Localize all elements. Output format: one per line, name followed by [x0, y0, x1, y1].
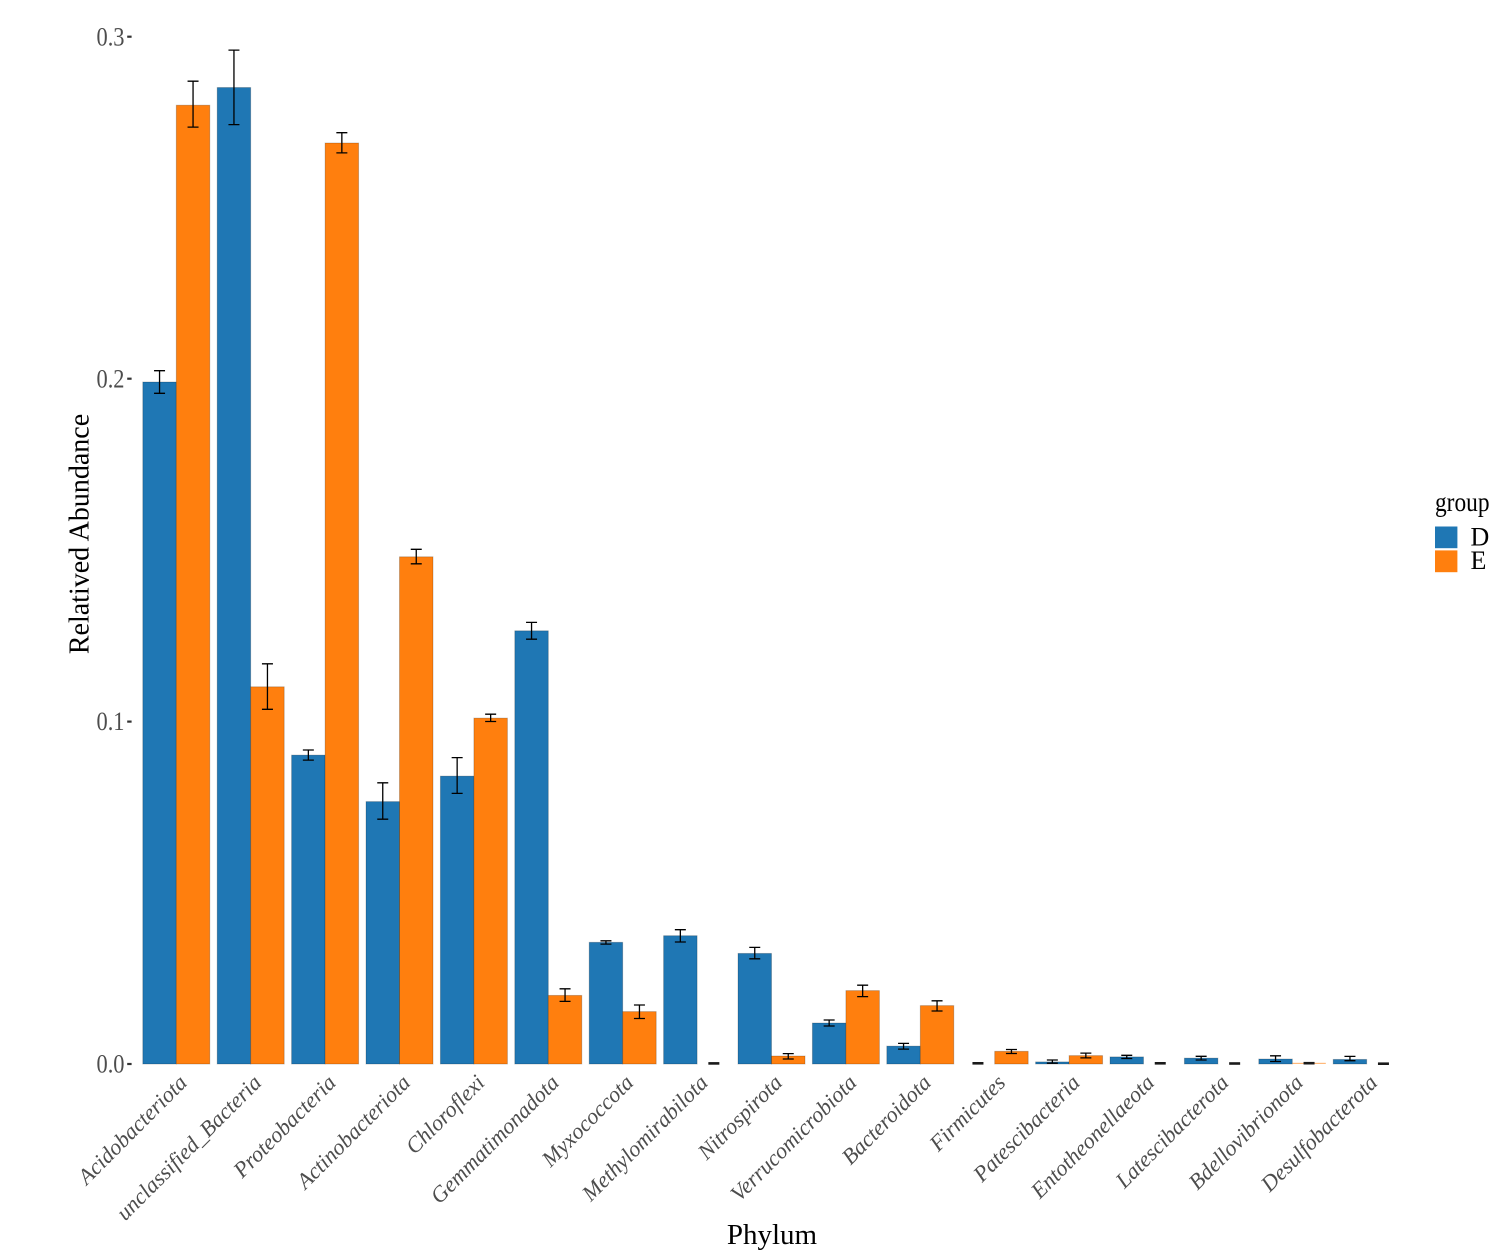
svg-text:E: E — [1471, 546, 1487, 575]
svg-text:Phylum: Phylum — [727, 1219, 818, 1250]
svg-text:0.3: 0.3 — [97, 22, 125, 51]
svg-text:0.2: 0.2 — [97, 364, 125, 393]
svg-text:D: D — [1471, 522, 1490, 551]
svg-text:group: group — [1435, 487, 1490, 517]
svg-text:Relatived Abundance: Relatived Abundance — [65, 414, 96, 654]
svg-text:0.0: 0.0 — [97, 1050, 125, 1079]
svg-text:0.1: 0.1 — [97, 707, 125, 736]
